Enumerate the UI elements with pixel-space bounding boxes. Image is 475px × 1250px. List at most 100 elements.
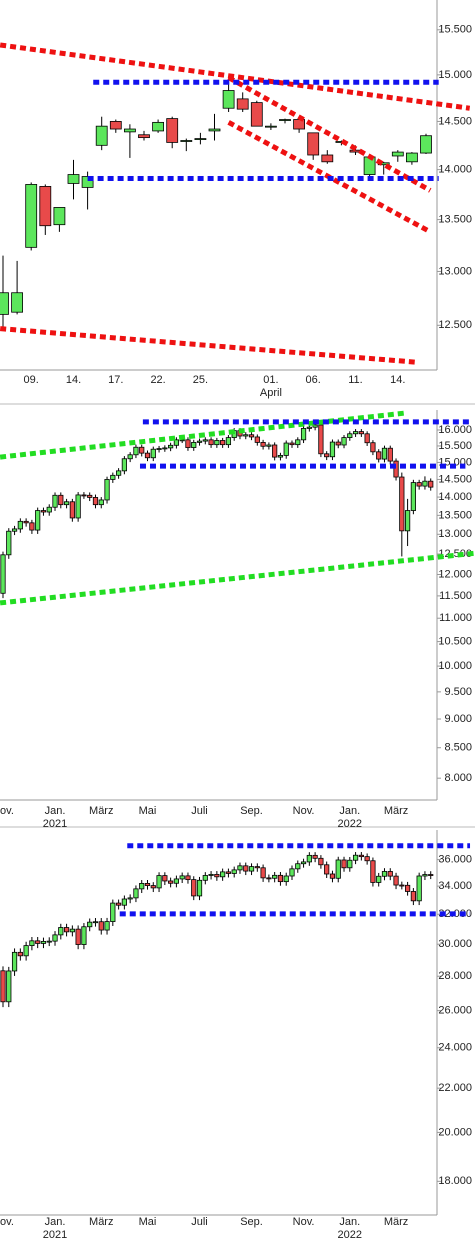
candle-body: [289, 868, 295, 877]
x-tick-label: 25.: [193, 374, 208, 386]
y-tick-label: 22.000: [438, 1082, 472, 1094]
candle-body: [23, 945, 29, 957]
candle-body: [17, 951, 23, 957]
y-tick-label: 13.000: [438, 265, 472, 277]
x-tick-label: Nov.: [0, 805, 14, 817]
candle-body: [387, 447, 393, 462]
candle-body: [11, 951, 18, 972]
y-tick-label: 11.000: [439, 612, 472, 624]
candle-body: [399, 476, 405, 532]
candle-body: [87, 494, 93, 498]
candle-body: [150, 885, 156, 889]
candle-body: [250, 102, 263, 127]
candle-body: [202, 875, 208, 881]
candle-body: [318, 424, 324, 455]
candle-body: [46, 506, 52, 513]
candle-body: [321, 154, 334, 163]
candle-body: [237, 865, 243, 871]
candle-body: [289, 442, 295, 446]
candle-body: [69, 928, 75, 933]
candle-body: [376, 451, 382, 460]
y-tick-label: 28.000: [438, 970, 472, 982]
candle-body: [127, 897, 133, 900]
candle-body: [150, 448, 156, 459]
x-tick-label: Jan.: [339, 1216, 360, 1228]
x-tick-label: 17.: [108, 374, 123, 386]
candle-body: [191, 879, 197, 897]
y-tick-label: 12.000: [438, 568, 472, 580]
candle-body: [116, 470, 122, 476]
x-tick-label: März: [384, 1216, 408, 1228]
candle-body: [363, 156, 376, 175]
candle-body: [329, 441, 336, 458]
candle-body: [109, 121, 122, 130]
x-tick-label: 14.: [390, 374, 405, 386]
candle-body: [196, 440, 203, 443]
candle-body: [40, 941, 47, 944]
x-tick-label: 09.: [24, 374, 39, 386]
y-tick-label: 13.500: [438, 214, 472, 226]
candle-body: [168, 880, 174, 884]
y-tick-label: 26.000: [438, 1005, 472, 1017]
y-tick-label: 24.000: [438, 1042, 472, 1054]
y-tick-label: 8.500: [444, 742, 472, 754]
candle-body: [133, 888, 139, 899]
x-tick-label: Mai: [139, 1216, 157, 1228]
candle-body: [312, 424, 318, 428]
candle-body: [428, 874, 434, 876]
candle-body: [243, 434, 249, 437]
candle-body: [220, 871, 226, 878]
x-tick-label: 11.: [348, 374, 362, 386]
candle-body: [306, 426, 312, 429]
candle-body: [194, 138, 207, 140]
candle-body: [399, 884, 405, 887]
candle-body: [335, 441, 341, 446]
candle-body: [23, 520, 29, 524]
trend-line: [227, 75, 432, 193]
x-tick-label: Nov.: [293, 1216, 315, 1228]
candle-body: [214, 873, 220, 878]
x-tick-label: Sep.: [240, 1216, 263, 1228]
candle-body: [29, 522, 35, 531]
candle-body: [352, 854, 359, 861]
candle-body: [6, 530, 12, 556]
candle-body: [376, 875, 382, 883]
candle-body: [0, 292, 9, 315]
candle-body: [422, 480, 428, 487]
x-tick-label: März: [89, 805, 113, 817]
candle-body: [307, 132, 320, 156]
candle-body: [364, 433, 370, 444]
candle-body: [58, 494, 64, 506]
y-tick-label: 16.000: [438, 424, 472, 436]
y-tick-label: 11.500: [439, 590, 472, 602]
candle-body: [191, 441, 197, 448]
candle-body: [185, 439, 191, 448]
candle-body: [324, 864, 330, 875]
candle-body: [358, 854, 364, 858]
candle-body: [283, 875, 289, 883]
candle-body: [243, 865, 249, 872]
candle-body: [416, 875, 422, 902]
candle-body: [92, 921, 99, 924]
candle-body: [329, 873, 336, 879]
x-tick-label: 14.: [66, 374, 81, 386]
candle-body: [254, 866, 260, 869]
x-tick-label: 22.: [150, 374, 165, 386]
x-tick-label-sub: 2021: [43, 818, 67, 830]
candle-body: [387, 871, 393, 877]
candle-body: [208, 128, 221, 132]
candle-body: [279, 119, 291, 121]
candle-body: [6, 970, 12, 1003]
candle-body: [231, 869, 237, 874]
x-tick-label: Jan.: [339, 805, 360, 817]
candle-body: [81, 926, 87, 945]
candle-body: [260, 867, 266, 879]
candle-body: [404, 510, 411, 532]
candle-body: [75, 928, 81, 945]
candle-body: [272, 874, 278, 879]
trend-line: [0, 410, 406, 460]
candle-body: [225, 871, 232, 874]
candle-body: [29, 940, 35, 947]
